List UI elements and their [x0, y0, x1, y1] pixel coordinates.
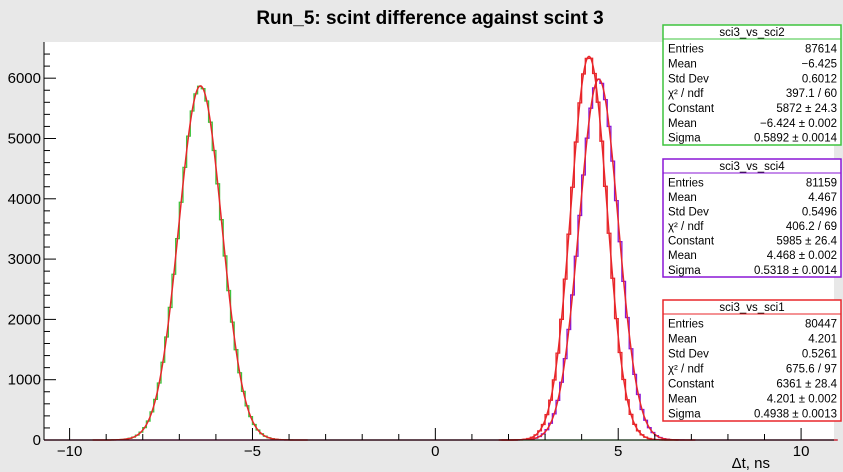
stat-row-label: χ² / ndf [668, 88, 704, 100]
fit-curve-sci3-vs-sci4 [501, 78, 696, 441]
stat-box-sci3-vs-sci2: sci3_vs_sci2 Entries 87614 Mean −6.425 Std De… [662, 24, 842, 146]
stat-row-value: −6.424 ± 0.002 [760, 118, 837, 130]
stat-row-label: Std Dev [668, 73, 709, 85]
stat-row-value: 81159 [806, 177, 837, 189]
stat-row-value: 0.4938 ± 0.0013 [754, 409, 837, 421]
stat-box-frame [662, 299, 842, 422]
stat-row-label: Mean [668, 58, 697, 70]
stat-row-label: Mean [668, 250, 697, 262]
x-tick-label: −10 [57, 443, 82, 460]
stat-row-label: Constant [668, 103, 715, 115]
x-tick-label: 0 [431, 443, 439, 460]
stat-row-label: Constant [668, 379, 715, 391]
stat-box-sci3-vs-sci1: sci3_vs_sci1 Entries 80447 Mean 4.201 Std Dev… [662, 299, 842, 422]
y-tick-label: 3000 [8, 251, 41, 268]
axes-group: −10 −5 0 5 10 0 1000 2000 3000 4000 5000 6000 [8, 42, 834, 460]
y-tick-label: 1000 [8, 372, 41, 389]
stat-row-value: 6361 ± 28.4 [776, 379, 837, 391]
stat-row-value: 0.6012 [802, 73, 837, 85]
stat-boxes-group: sci3_vs_sci2 Entries 87614 Mean −6.425 Std De… [662, 24, 842, 422]
stat-row-value: 0.5892 ± 0.0014 [754, 133, 838, 145]
stat-row-value: 0.5496 [802, 207, 837, 219]
stat-box-title: sci3_vs_sci1 [719, 302, 784, 314]
stat-box-frame [662, 24, 842, 146]
x-tick-label: 5 [614, 443, 622, 460]
stat-row-label: Sigma [668, 133, 701, 145]
y-tick-label: 0 [33, 432, 41, 449]
y-tick-label: 5000 [8, 130, 41, 147]
stat-row-label: Sigma [668, 409, 701, 421]
stat-row-value: 4.468 ± 0.002 [767, 250, 837, 262]
stat-row-label: Mean [668, 192, 697, 204]
stat-row-label: Constant [668, 236, 715, 248]
stat-row-label: Std Dev [668, 349, 709, 361]
fit-curve-sci3-vs-sci2 [92, 85, 308, 441]
x-tick-label: 10 [793, 443, 810, 460]
stat-row-label: Mean [668, 118, 697, 130]
stat-row-label: Entries [668, 319, 704, 331]
stat-row-label: Std Dev [668, 207, 709, 219]
stat-row-value: 0.5318 ± 0.0014 [754, 265, 838, 277]
stat-row-value: −6.425 [802, 58, 838, 70]
y-tick-label: 4000 [8, 191, 41, 208]
stat-row-value: 4.201 [808, 334, 837, 346]
y-tick-label: 2000 [8, 311, 41, 328]
chart-title: Run_5: scint difference against scint 3 [256, 8, 603, 29]
fit-curves-group [92, 55, 696, 441]
fit-curve-sci3-vs-sci1 [498, 55, 679, 441]
stat-row-value: 4.467 [808, 192, 837, 204]
stat-row-label: Sigma [668, 265, 701, 277]
stat-row-value: 4.201 ± 0.002 [767, 394, 837, 406]
stat-row-value: 5872 ± 24.3 [776, 103, 837, 115]
stat-row-value: 675.6 / 97 [786, 364, 837, 376]
stat-row-value: 5985 ± 26.4 [776, 236, 837, 248]
stat-row-label: Entries [668, 177, 704, 189]
stat-row-label: Mean [668, 334, 697, 346]
x-axis-title: Δt, ns [732, 455, 770, 472]
stat-row-value: 397.1 / 60 [786, 88, 837, 100]
stat-row-label: χ² / ndf [668, 221, 704, 233]
stat-row-label: χ² / ndf [668, 364, 704, 376]
stat-box-title: sci3_vs_sci4 [719, 161, 785, 173]
stat-row-value: 80447 [805, 319, 837, 331]
stat-box-title: sci3_vs_sci2 [719, 27, 784, 39]
stat-box-frame [662, 158, 842, 278]
stat-row-value: 406.2 / 69 [786, 221, 837, 233]
stat-box-sci3-vs-sci4: sci3_vs_sci4 Entries 81159 Mean 4.467 Std Dev… [662, 158, 842, 278]
y-tick-label: 6000 [8, 70, 41, 87]
x-tick-label: −5 [244, 443, 261, 460]
stat-row-value: 87614 [805, 44, 838, 56]
stat-row-value: 0.5261 [802, 349, 837, 361]
stat-row-label: Entries [668, 44, 704, 56]
stat-row-label: Mean [668, 394, 697, 406]
